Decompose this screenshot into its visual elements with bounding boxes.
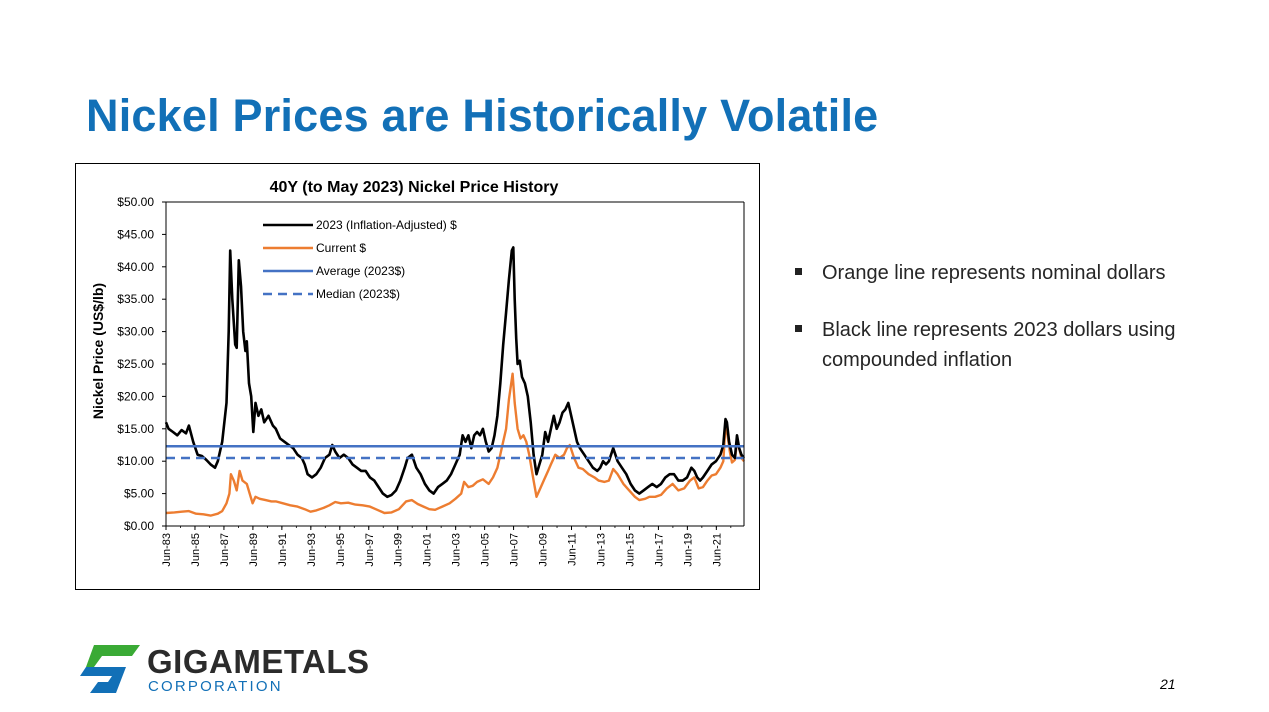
x-tick-label: Jun-09	[538, 533, 550, 567]
x-tick-label: Jun-91	[277, 533, 289, 567]
y-tick-label: $25.00	[117, 357, 154, 371]
x-tick-label: Jun-87	[219, 533, 231, 567]
x-tick-label: Jun-05	[480, 533, 492, 567]
legend-label: Median (2023$)	[316, 287, 400, 301]
y-tick-label: $15.00	[117, 422, 154, 436]
x-tick-label: Jun-07	[509, 533, 521, 567]
bullet-text: Orange line represents nominal dollars	[822, 262, 1166, 284]
legend-label: Average (2023$)	[316, 264, 405, 278]
bullet-text: Black line represents 2023 dollars using…	[822, 319, 1176, 371]
legend-label: Current $	[316, 241, 366, 255]
x-tick-label: Jun-85	[190, 533, 202, 567]
chart-legend: 2023 (Inflation-Adjusted) $ Current $ Aver…	[263, 218, 457, 301]
x-tick-label: Jun-11	[567, 533, 579, 566]
chart-title: 40Y (to May 2023) Nickel Price History	[270, 179, 559, 196]
x-tick-label: Jun-03	[451, 533, 463, 567]
logo-subtitle: CORPORATION	[148, 678, 283, 695]
bullet-item: Black line represents 2023 dollars using…	[795, 315, 1235, 375]
x-tick-label: Jun-83	[161, 533, 173, 567]
company-logo: GIGAMETALS CORPORATION	[80, 643, 380, 695]
y-tick-label: $10.00	[117, 454, 154, 468]
x-tick-label: Jun-15	[624, 533, 636, 567]
page-number: 21	[1160, 676, 1176, 692]
y-tick-label: $50.00	[117, 195, 154, 209]
y-tick-label: $45.00	[117, 227, 154, 241]
x-tick-label: Jun-17	[653, 533, 665, 567]
y-axis-label: Nickel Price (US$/lb)	[90, 283, 106, 419]
y-tick-label: $20.00	[117, 389, 154, 403]
inflation-adjusted-series-line	[164, 246, 746, 499]
logo-mark-icon	[80, 645, 140, 693]
y-tick-label: $5.00	[124, 487, 154, 501]
y-tick-label: $0.00	[124, 519, 154, 533]
bullet-item: Orange line represents nominal dollars	[795, 258, 1235, 288]
x-tick-label: Jun-93	[306, 533, 318, 567]
x-tick-label: Jun-95	[335, 533, 347, 567]
slide-title: Nickel Prices are Historically Volatile	[86, 90, 879, 141]
bullet-square-icon	[795, 325, 802, 332]
nickel-price-chart: 40Y (to May 2023) Nickel Price History N…	[90, 179, 746, 567]
x-tick-label: Jun-97	[364, 533, 376, 567]
chart-frame: 40Y (to May 2023) Nickel Price History N…	[75, 163, 760, 590]
x-tick-label: Jun-01	[422, 533, 434, 567]
x-tick-label: Jun-19	[682, 533, 694, 567]
bullet-list: Orange line represents nominal dollars B…	[795, 258, 1235, 402]
x-tick-label: Jun-99	[393, 533, 405, 567]
x-tick-label: Jun-13	[595, 533, 607, 567]
y-tick-label: $40.00	[117, 260, 154, 274]
bullet-square-icon	[795, 268, 802, 275]
y-tick-label: $35.00	[117, 292, 154, 306]
x-tick-label: Jun-21	[711, 533, 723, 567]
current-dollar-series-line	[165, 372, 745, 517]
x-tick-label: Jun-89	[248, 533, 260, 567]
y-tick-label: $30.00	[117, 325, 154, 339]
legend-label: 2023 (Inflation-Adjusted) $	[316, 218, 457, 232]
logo-name: GIGAMETALS	[147, 643, 370, 680]
